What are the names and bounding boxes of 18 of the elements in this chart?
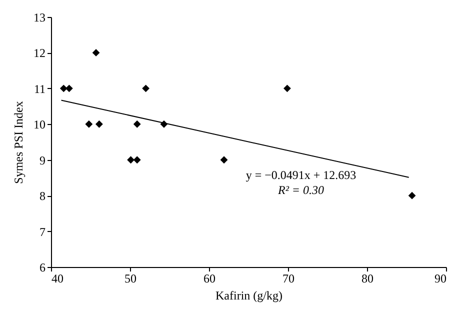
y-tick-label: 10 xyxy=(34,118,46,132)
y-tick-label: 8 xyxy=(40,189,46,204)
x-tick-label: 50 xyxy=(124,272,136,286)
x-axis-title: Kafirin (g/kg) xyxy=(216,288,282,302)
y-tick-label: 9 xyxy=(40,153,46,168)
x-tick-label: 70 xyxy=(282,272,294,286)
y-tick-label: 7 xyxy=(40,224,46,239)
annotation: y = −0.0491x + 12.693 xyxy=(246,168,356,182)
x-tick-label: 90 xyxy=(434,272,446,286)
y-tick-label: 12 xyxy=(34,46,46,60)
x-tick-label: 40 xyxy=(52,272,64,286)
y-tick-label: 13 xyxy=(34,10,46,24)
y-tick-label: 11 xyxy=(34,82,46,96)
annotation: R² = 0.30 xyxy=(276,183,324,197)
y-axis-title: Symes PSI Index xyxy=(12,101,26,184)
x-tick-label: 80 xyxy=(362,272,374,286)
y-tick-label: 6 xyxy=(40,260,46,274)
x-tick-label: 60 xyxy=(204,272,216,286)
